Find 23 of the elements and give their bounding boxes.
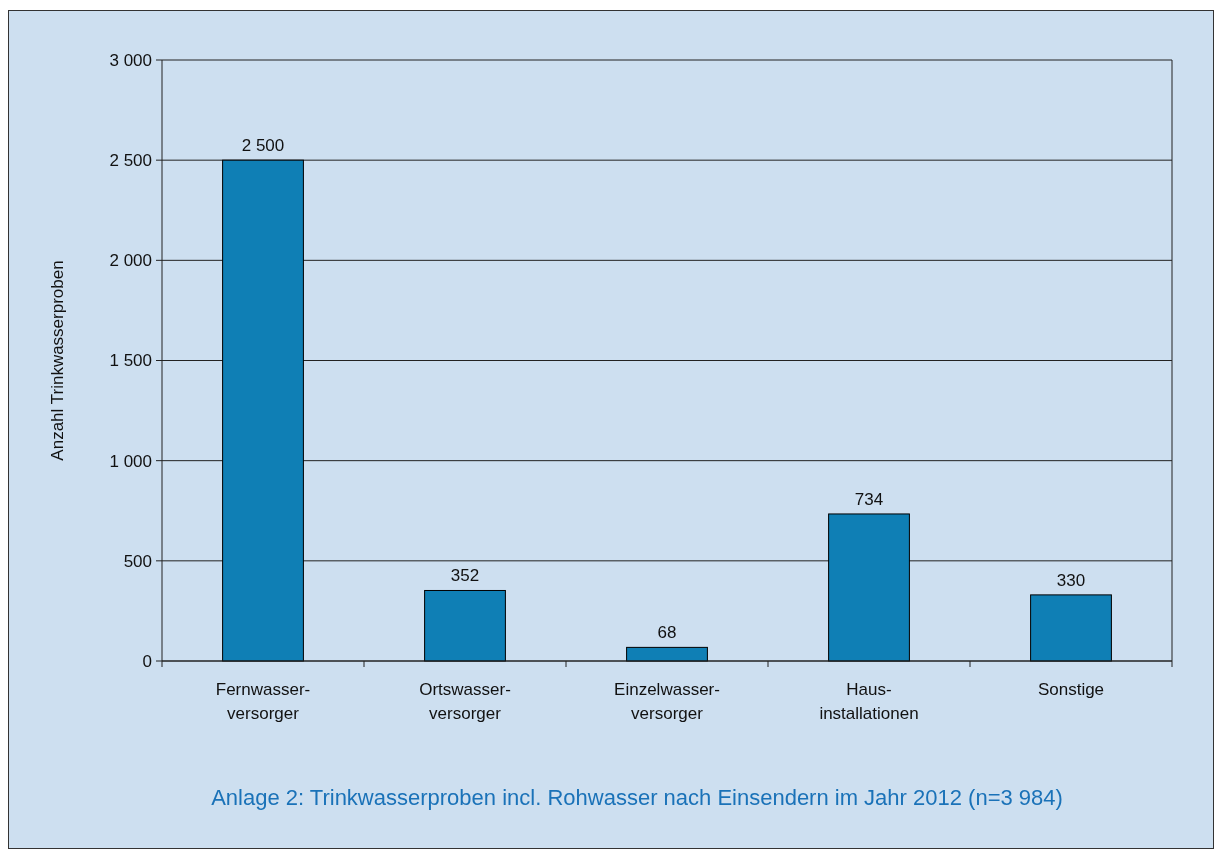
data-label: 2 500: [241, 136, 285, 156]
y-tick-label: 2 500: [109, 151, 152, 171]
bar: [1030, 594, 1112, 662]
y-tick-label: 2 000: [109, 251, 152, 271]
x-tick-label: Fernwasser- versorger: [215, 680, 311, 723]
bar: [424, 589, 506, 662]
y-tick-label: 1 500: [109, 351, 152, 371]
y-tick-label: 1 000: [109, 451, 152, 471]
y-tick-label: 3 000: [109, 50, 152, 70]
data-label: 734: [854, 489, 884, 509]
data-label: 330: [1056, 570, 1086, 590]
data-label: 352: [450, 566, 480, 586]
x-tick-label: Einzelwasser- versorger: [614, 680, 720, 723]
x-tick-label: Sonstige: [1037, 680, 1105, 699]
data-label: 68: [657, 623, 677, 643]
y-axis-title: Anzahl Trinkwasserproben: [48, 260, 67, 461]
bar: [222, 159, 304, 662]
x-tick-label: Haus- installationen: [819, 680, 919, 723]
text: Anlage 2: Trinkwasserproben incl. Rohwasser nach Einsendern im Jahr 2012 (n=3 984): [211, 785, 1063, 810]
y-tick-label: 500: [123, 551, 152, 571]
bar: [828, 513, 910, 662]
x-tick-label: Ortswasser- versorger: [419, 680, 511, 723]
y-tick-label: 0: [142, 651, 152, 671]
